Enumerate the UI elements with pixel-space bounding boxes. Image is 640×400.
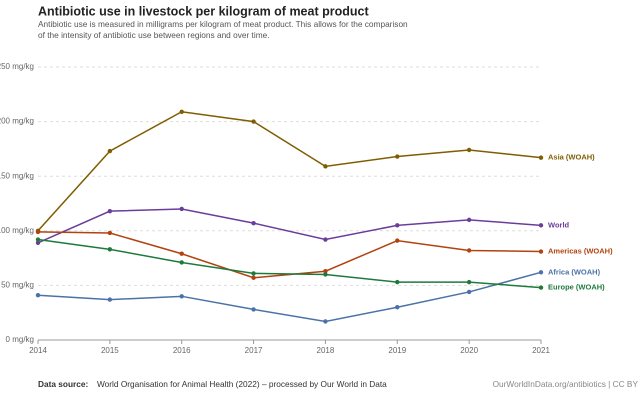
point — [395, 223, 400, 228]
point — [107, 297, 113, 302]
series-line — [37, 110, 542, 232]
y-tick-label: 100 mg/kg — [0, 226, 34, 235]
point — [538, 155, 544, 160]
subtitle: Antibiotic use is measured in milligrams… — [38, 19, 408, 29]
point — [179, 251, 184, 256]
point — [35, 237, 41, 242]
series-line — [37, 208, 542, 244]
point — [323, 164, 328, 169]
x-tick-label: 2018 — [317, 346, 335, 355]
point — [107, 148, 113, 154]
x-tick-label: 2015 — [101, 346, 119, 355]
point — [538, 285, 544, 290]
subtitle: of the intensity of antibiotic use betwe… — [38, 30, 270, 40]
point — [538, 249, 544, 254]
point — [466, 217, 472, 223]
point — [466, 147, 472, 153]
point — [179, 206, 184, 212]
credit: OurWorldInData.org/antibiotics | CC BY — [493, 379, 639, 389]
x-tick-label: 2020 — [460, 346, 478, 355]
y-tick-label: 150 mg/kg — [0, 171, 34, 180]
series-label: Africa (WOAH) — [548, 267, 601, 276]
point — [179, 109, 184, 114]
point — [538, 223, 544, 228]
point — [395, 279, 400, 285]
x-tick-label: 2017 — [245, 346, 263, 355]
point — [466, 279, 472, 285]
point — [395, 305, 400, 310]
point — [251, 220, 256, 226]
y-tick-label: 200 mg/kg — [0, 117, 34, 126]
point — [35, 240, 41, 246]
y-tick-label: 250 mg/kg — [0, 62, 34, 71]
source: World Organisation for Animal Health (20… — [97, 379, 387, 389]
point — [251, 307, 256, 312]
series-label: Europe (WOAH) — [548, 283, 605, 292]
point — [395, 238, 400, 243]
point — [323, 319, 328, 324]
point — [35, 293, 41, 298]
x-tick-label: 2014 — [29, 346, 47, 355]
series-line — [37, 271, 542, 323]
point — [323, 269, 328, 274]
point — [466, 248, 472, 253]
point — [466, 289, 472, 295]
y-tick-label: 0 mg/kg — [6, 335, 34, 344]
series-label: Asia (WOAH) — [548, 153, 595, 162]
point — [179, 260, 184, 265]
point — [538, 270, 544, 275]
point — [251, 271, 256, 276]
x-tick-label: 2016 — [173, 346, 191, 355]
point — [35, 229, 41, 235]
series-label: Americas (WOAH) — [548, 247, 613, 256]
point — [251, 119, 256, 124]
x-tick-label: 2021 — [532, 346, 550, 355]
point — [251, 275, 256, 280]
chart-title: Antibiotic use in livestock per kilogram… — [38, 4, 369, 18]
point — [107, 208, 113, 214]
point — [107, 230, 113, 236]
point — [107, 247, 113, 252]
point — [395, 154, 400, 159]
source-label: Data source: — [38, 379, 88, 389]
point — [179, 294, 184, 299]
series-label: World — [548, 220, 570, 229]
x-tick-label: 2019 — [388, 346, 406, 355]
y-tick-label: 50 mg/kg — [1, 281, 34, 290]
series-line — [37, 231, 542, 279]
series-line — [37, 238, 542, 289]
point — [323, 237, 328, 242]
point — [323, 272, 328, 277]
